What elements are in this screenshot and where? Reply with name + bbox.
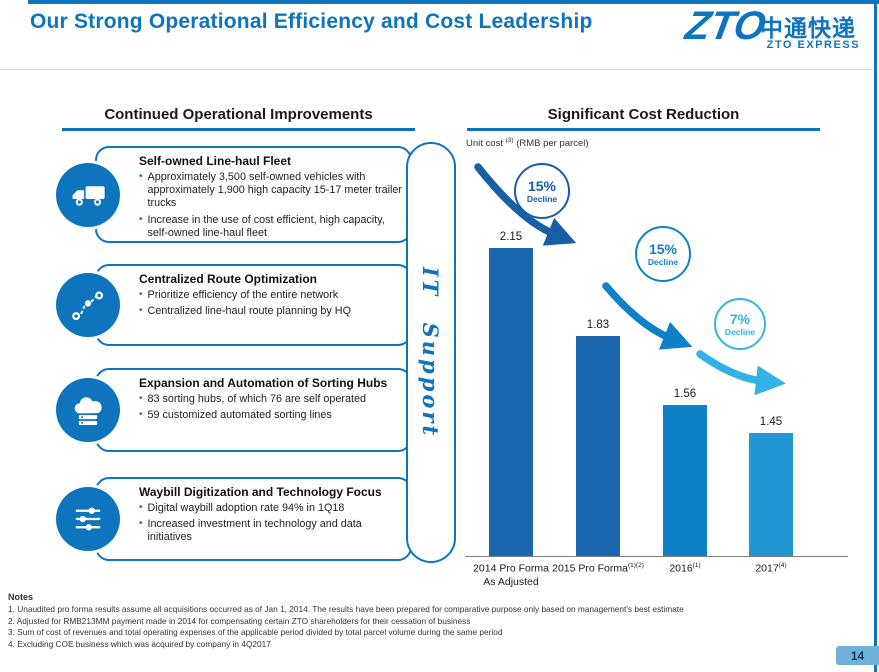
- decline-percentage: 7%: [729, 310, 751, 327]
- bullet-item: • Prioritize efficiency of the entire net…: [139, 289, 402, 302]
- x-axis-label-superscript: (4): [778, 562, 787, 569]
- bar-value-label: 2.15: [499, 231, 523, 243]
- bullet-text: Prioritize efficiency of the entire netw…: [147, 289, 339, 301]
- bullet-text: 83 sorting hubs, of which 76 are self op…: [147, 393, 366, 405]
- truck-icon: [56, 162, 120, 227]
- chart-bar-4: [749, 433, 793, 557]
- bullet-item: • Increase in the use of cost efficient, …: [139, 214, 402, 240]
- cloud-sorting-glyph: [74, 397, 102, 425]
- x-axis-label-superscript: (1): [692, 562, 701, 569]
- bullet-item: • Approximately 3,500 self-owned vehicles…: [139, 171, 402, 211]
- x-axis-label: 2017(4): [711, 562, 831, 576]
- sliders-icon: [56, 487, 120, 551]
- notes-section: Notes 1. Unaudited pro forma results ass…: [8, 592, 803, 650]
- bullet-dot: •: [139, 289, 143, 300]
- feature-box-2: Centralized Route Optimization • Prioritiz…: [95, 264, 412, 346]
- zto-logo-wordmark: ZTO: [682, 4, 770, 48]
- unit-cost-unit: (RMB per parcel): [513, 138, 589, 150]
- feature-box-4: Waybill Digitization and Technology Focu…: [95, 477, 412, 561]
- x-axis-label-text: 2014 Pro Forma: [473, 562, 549, 575]
- zto-english-name: ZTO EXPRESS: [766, 39, 860, 51]
- x-axis-label-text: 2017: [755, 562, 779, 575]
- bullet-dot: •: [139, 305, 143, 317]
- right-section-header: Significant Cost Reduction: [547, 106, 740, 123]
- slide-title: Our Strong Operational Efficiency and Co…: [30, 10, 593, 33]
- bullet-text: 59 customized automated sorting lines: [147, 409, 332, 422]
- note-line-2: 2. Adjusted for RMB213MM payment made in…: [8, 615, 471, 626]
- x-axis-label-line2: As Adjusted: [483, 575, 539, 588]
- bullet-dot: •: [139, 393, 143, 404]
- unit-cost-text: Unit cost: [466, 138, 506, 150]
- it-support-label: IT Support: [418, 266, 444, 439]
- route-glyph: [72, 291, 104, 321]
- it-support-bracket: IT Support: [406, 142, 456, 563]
- feature-title: Expansion and Automation of Sorting Hubs: [139, 376, 388, 390]
- zto-chinese-name: 中通快递: [760, 15, 856, 41]
- bullet-text: Digital waybill adoption rate 94% in 1Q1…: [147, 502, 345, 514]
- feature-title: Waybill Digitization and Technology Focu…: [139, 485, 382, 499]
- decline-percentage: 15%: [648, 240, 678, 257]
- x-axis-label: 2016(1): [625, 562, 745, 576]
- decline-badge-1: 15% Decline: [514, 163, 570, 219]
- decline-word: Decline: [647, 256, 679, 267]
- bullet-dot: •: [139, 171, 143, 182]
- note-line-4: 4. Excluding COE business which was acqu…: [8, 638, 271, 649]
- decline-word: Decline: [526, 193, 558, 204]
- bullet-text: Increase in the use of cost efficient, h…: [147, 213, 385, 239]
- route-icon: [56, 273, 120, 337]
- feature-title: Self-owned Line-haul Fleet: [139, 154, 292, 168]
- page-number: 14: [836, 646, 879, 665]
- unit-cost-label: Unit cost (3) (RMB per parcel): [466, 137, 589, 149]
- feature-title: Centralized Route Optimization: [139, 272, 318, 286]
- x-axis-label-text: 2015 Pro Forma: [552, 562, 628, 575]
- decline-badge-2: 15% Decline: [635, 226, 691, 282]
- note-line-3: 3. Sum of cost of revenues and total ope…: [8, 627, 503, 637]
- x-axis-line: [465, 556, 848, 557]
- x-axis-label: 2015 Pro Forma(1)(2): [538, 562, 658, 576]
- notes-lines: 1. Unaudited pro forma results assume al…: [8, 604, 803, 650]
- bullet-text: Increased investment in technology and d…: [147, 518, 362, 544]
- chart-bar-3: [663, 405, 707, 557]
- feature-box-3: Expansion and Automation of Sorting Hubs…: [95, 368, 412, 452]
- chart-bar-2: [576, 336, 620, 557]
- bullet-dot: •: [139, 409, 143, 421]
- decline-word: Decline: [724, 326, 756, 337]
- right-section-underline: [467, 128, 820, 131]
- bullet-dot: •: [139, 213, 143, 225]
- header-divider: [0, 69, 873, 70]
- decline-arrow-icon: [696, 350, 786, 396]
- bullet-item: • 83 sorting hubs, of which 76 are self o…: [139, 393, 402, 406]
- truck-glyph: [72, 185, 105, 206]
- chart-bar-1: [489, 248, 533, 557]
- bar-value-label: 1.83: [586, 319, 610, 331]
- notes-header: Notes: [8, 592, 34, 602]
- decline-badge-3: 7% Decline: [714, 298, 766, 350]
- sliders-glyph: [75, 507, 101, 531]
- bullet-dot: •: [139, 502, 143, 513]
- bullet-text: Centralized line-haul route planning by …: [147, 305, 351, 318]
- bullet-dot: •: [139, 518, 143, 530]
- bar-value-label: 1.56: [673, 388, 697, 400]
- cloud-sorting-icon: [56, 378, 120, 442]
- left-section-header: Continued Operational Improvements: [104, 106, 373, 123]
- note-line-1: 1. Unaudited pro forma results assume al…: [8, 604, 684, 614]
- x-axis-label-text: 2016: [669, 562, 693, 575]
- top-border-line: [28, 0, 879, 4]
- feature-box-1: Self-owned Line-haul Fleet • Approximately…: [95, 146, 412, 243]
- x-axis-label: 2014 Pro Forma As Adjusted: [451, 562, 571, 589]
- x-axis-label-superscript: (1)(2): [627, 562, 644, 569]
- unit-cost-superscript: (3): [505, 137, 514, 144]
- left-section-underline: [62, 128, 415, 131]
- bar-value-label: 1.45: [759, 416, 783, 428]
- decline-percentage: 15%: [527, 177, 557, 194]
- bullet-item: • Centralized line-haul route planning by…: [139, 305, 402, 318]
- bullet-text: Approximately 3,500 self-owned vehicles …: [147, 171, 402, 210]
- right-border-line: [874, 0, 877, 672]
- bullet-item: • 59 customized automated sorting lines: [139, 409, 402, 422]
- bullet-item: • Increased investment in technology and …: [139, 518, 402, 544]
- bullet-item: • Digital waybill adoption rate 94% in 1Q…: [139, 502, 402, 515]
